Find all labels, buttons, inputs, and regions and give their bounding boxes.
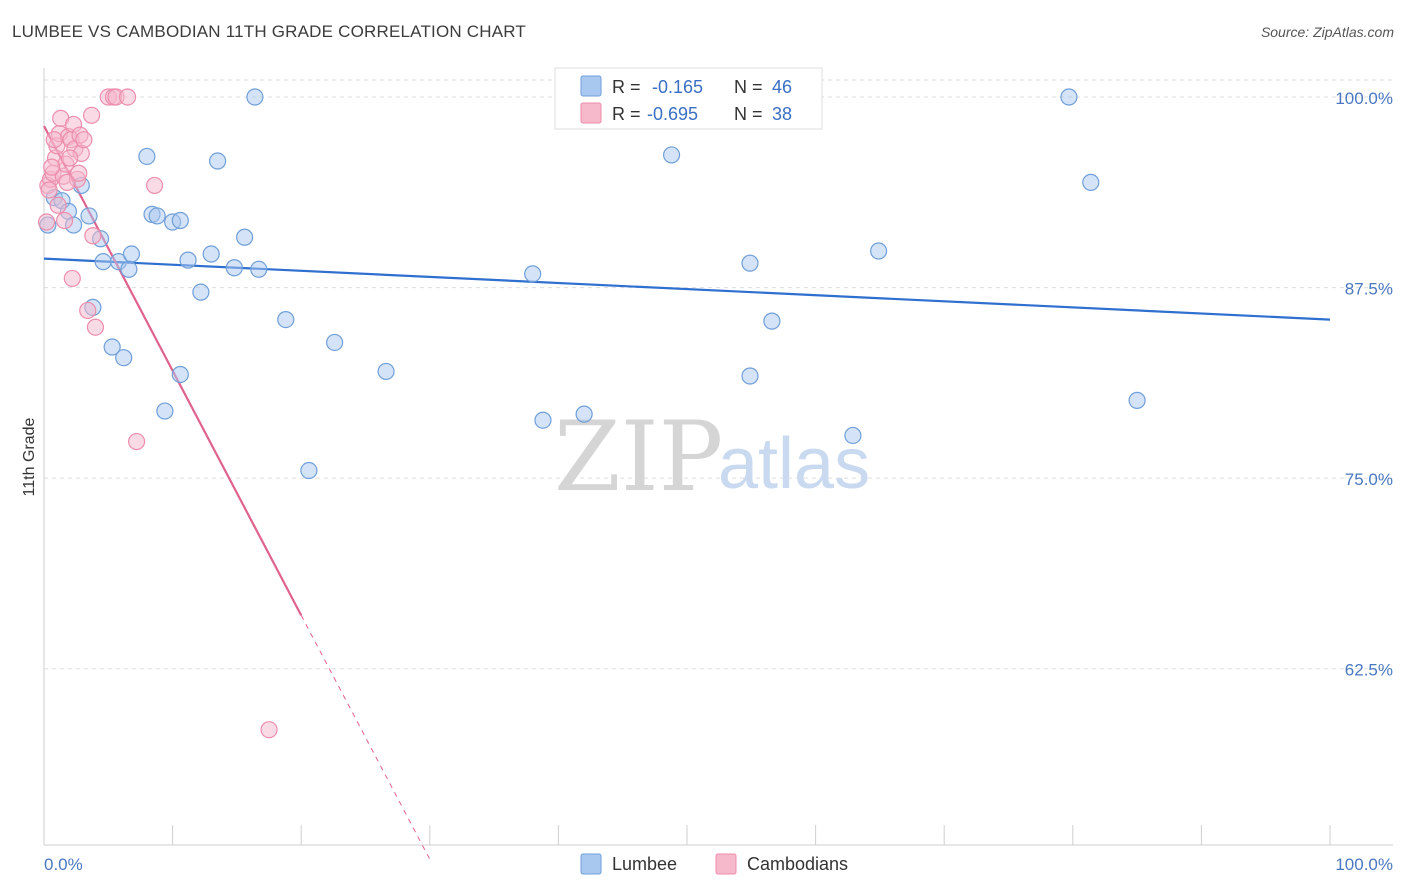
point-lumbee-38 <box>741 367 759 385</box>
y-tick-label-3: 62.5% <box>1345 661 1393 680</box>
chart-title: LUMBEE VS CAMBODIAN 11TH GRADE CORRELATI… <box>12 22 527 41</box>
point-lumbee-26 <box>236 228 254 246</box>
point-lumbee-43 <box>1082 173 1100 191</box>
point-cambodians-33 <box>49 196 67 214</box>
point-lumbee-10 <box>120 260 138 278</box>
point-lumbee-37 <box>741 254 759 272</box>
point-cambodians-21 <box>63 269 81 288</box>
series-legend: Lumbee Cambodians <box>580 853 848 875</box>
point-cambodians-18 <box>82 106 101 124</box>
trend-line-cambodians <box>43 125 303 616</box>
legend-swatch-cambodians <box>580 102 602 124</box>
point-lumbee-31 <box>326 333 344 352</box>
legend-r-value-lumbee: -0.165 <box>652 77 703 97</box>
bottom-legend-cambodians: Cambodians <box>747 854 848 874</box>
point-lumbee-7 <box>94 253 112 271</box>
point-lumbee-41 <box>870 242 888 260</box>
point-cambodians-31 <box>43 158 61 176</box>
point-lumbee-20 <box>171 365 189 384</box>
gridlines <box>44 79 1393 670</box>
y-tick-label-2: 75.0% <box>1345 470 1393 489</box>
point-lumbee-24 <box>209 152 227 170</box>
legend-r-label-cambodians: R = <box>612 104 641 124</box>
point-cambodians-26 <box>118 88 137 106</box>
point-lumbee-19 <box>179 251 197 269</box>
legend-n-label-cambodians: N = <box>734 104 763 124</box>
point-cambodians-30 <box>40 181 58 199</box>
legend-swatch-lumbee <box>580 75 602 97</box>
point-cambodians-29 <box>260 721 278 739</box>
bottom-legend-swatch-lumbee <box>580 853 602 875</box>
point-lumbee-27 <box>246 88 264 106</box>
point-lumbee-4 <box>80 207 98 225</box>
point-lumbee-34 <box>534 411 552 429</box>
y-tick-labels: 100.0% 87.5% 75.0% 62.5% <box>1335 89 1393 680</box>
point-lumbee-32 <box>377 362 395 381</box>
y-tick-label-0: 100.0% <box>1335 89 1393 108</box>
point-lumbee-39 <box>763 312 781 330</box>
point-lumbee-25 <box>225 259 243 277</box>
x-tick-label-min: 0.0% <box>44 855 83 874</box>
point-lumbee-40 <box>844 426 862 445</box>
source-credit: Source: ZipAtlas.com <box>1260 24 1394 40</box>
legend-n-label-lumbee: N = <box>734 77 763 97</box>
point-cambodians-17 <box>75 131 93 149</box>
point-lumbee-30 <box>300 461 318 480</box>
correlation-legend: R = -0.165 N = 46 R = -0.695 N = 38 <box>554 67 823 130</box>
point-lumbee-36 <box>662 146 681 164</box>
point-cambodians-20 <box>86 318 105 336</box>
point-cambodians-36 <box>70 164 88 182</box>
point-lumbee-28 <box>250 260 268 278</box>
legend-n-value-lumbee: 46 <box>772 77 792 97</box>
point-cambodians-22 <box>84 227 102 245</box>
legend-n-value-cambodians: 38 <box>772 104 792 124</box>
point-cambodians-11 <box>55 211 74 230</box>
y-axis-label: 11th Grade <box>21 417 38 496</box>
bottom-legend-swatch-cambodians <box>715 853 737 875</box>
point-lumbee-22 <box>192 283 210 301</box>
point-cambodians-34 <box>61 149 79 167</box>
point-lumbee-35 <box>575 405 593 423</box>
point-lumbee-23 <box>202 245 220 263</box>
point-cambodians-27 <box>127 432 146 451</box>
point-lumbee-44 <box>1128 391 1146 409</box>
point-lumbee-33 <box>524 265 542 283</box>
point-cambodians-32 <box>58 173 76 191</box>
point-lumbee-14 <box>138 147 156 166</box>
point-cambodians-19 <box>79 301 97 320</box>
y-tick-label-1: 87.5% <box>1345 280 1393 299</box>
point-lumbee-12 <box>103 338 121 356</box>
point-cambodians-28 <box>145 176 164 195</box>
axes <box>43 68 1393 846</box>
point-lumbee-13 <box>115 349 133 367</box>
trend-line-cambodians-extended <box>300 615 431 860</box>
point-lumbee-29 <box>277 310 295 329</box>
point-lumbee-16 <box>148 207 166 225</box>
point-lumbee-21 <box>156 402 174 420</box>
point-lumbee-18 <box>171 211 189 230</box>
data-points <box>37 88 1146 739</box>
legend-r-label-lumbee: R = <box>612 77 641 97</box>
x-tick-label-max: 100.0% <box>1335 855 1393 874</box>
point-lumbee-9 <box>122 245 141 263</box>
point-cambodians-35 <box>45 131 63 149</box>
bottom-legend-lumbee: Lumbee <box>612 854 677 874</box>
point-lumbee-42 <box>1060 88 1078 106</box>
legend-r-value-cambodians: -0.695 <box>647 104 698 124</box>
point-cambodians-37 <box>37 213 56 231</box>
